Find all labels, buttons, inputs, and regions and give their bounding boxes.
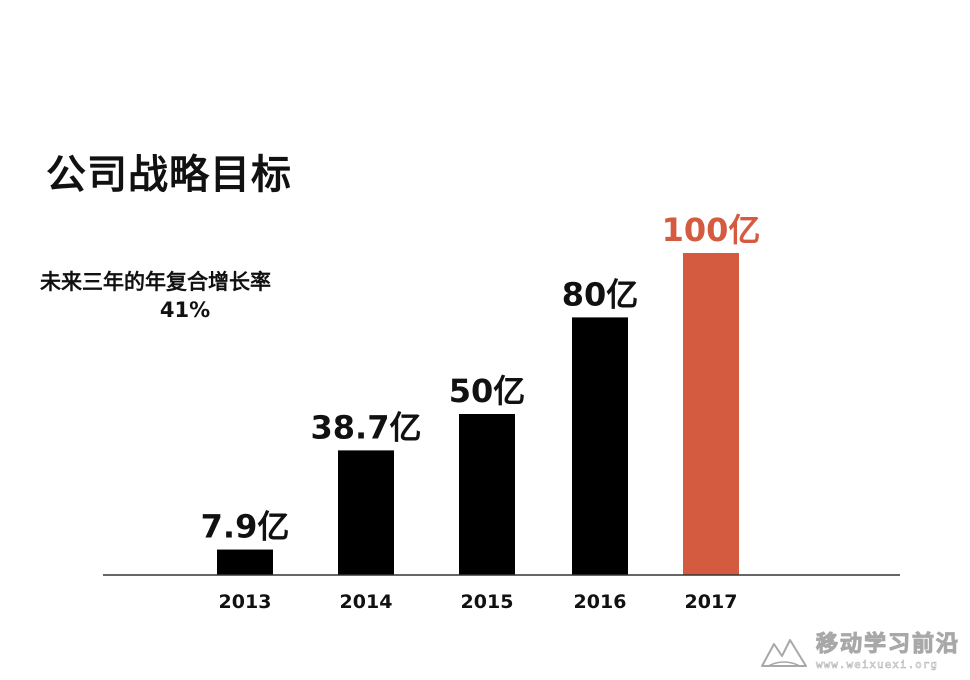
data-label-2016: 80亿 <box>562 275 639 313</box>
bar-2016 <box>572 317 628 575</box>
page-title: 公司战略目标 <box>46 152 292 198</box>
x-tick-2015: 2015 <box>461 591 514 613</box>
data-label-2013: 7.9亿 <box>201 508 290 546</box>
data-label-2014: 38.7亿 <box>311 408 422 446</box>
watermark-name: 移动学习前沿 <box>815 632 960 657</box>
bar-2017 <box>683 253 739 575</box>
bar-2013 <box>217 549 273 575</box>
x-tick-2013: 2013 <box>219 591 272 613</box>
bar-2014 <box>338 450 394 575</box>
cagr-label: 未来三年的年复合增长率 <box>40 270 271 294</box>
x-tick-2017: 2017 <box>685 591 738 613</box>
mountain-logo-icon <box>760 639 807 667</box>
watermark-url: www.weixuexi.org <box>815 658 938 671</box>
cagr-value: 41% <box>159 298 211 322</box>
watermark: 移动学习前沿 www.weixuexi.org <box>760 630 960 674</box>
x-tick-2014: 2014 <box>340 591 393 613</box>
x-tick-2016: 2016 <box>574 591 627 613</box>
data-label-2015: 50亿 <box>449 372 526 410</box>
bar-2015 <box>459 414 515 575</box>
data-label-2017: 100亿 <box>662 211 761 249</box>
